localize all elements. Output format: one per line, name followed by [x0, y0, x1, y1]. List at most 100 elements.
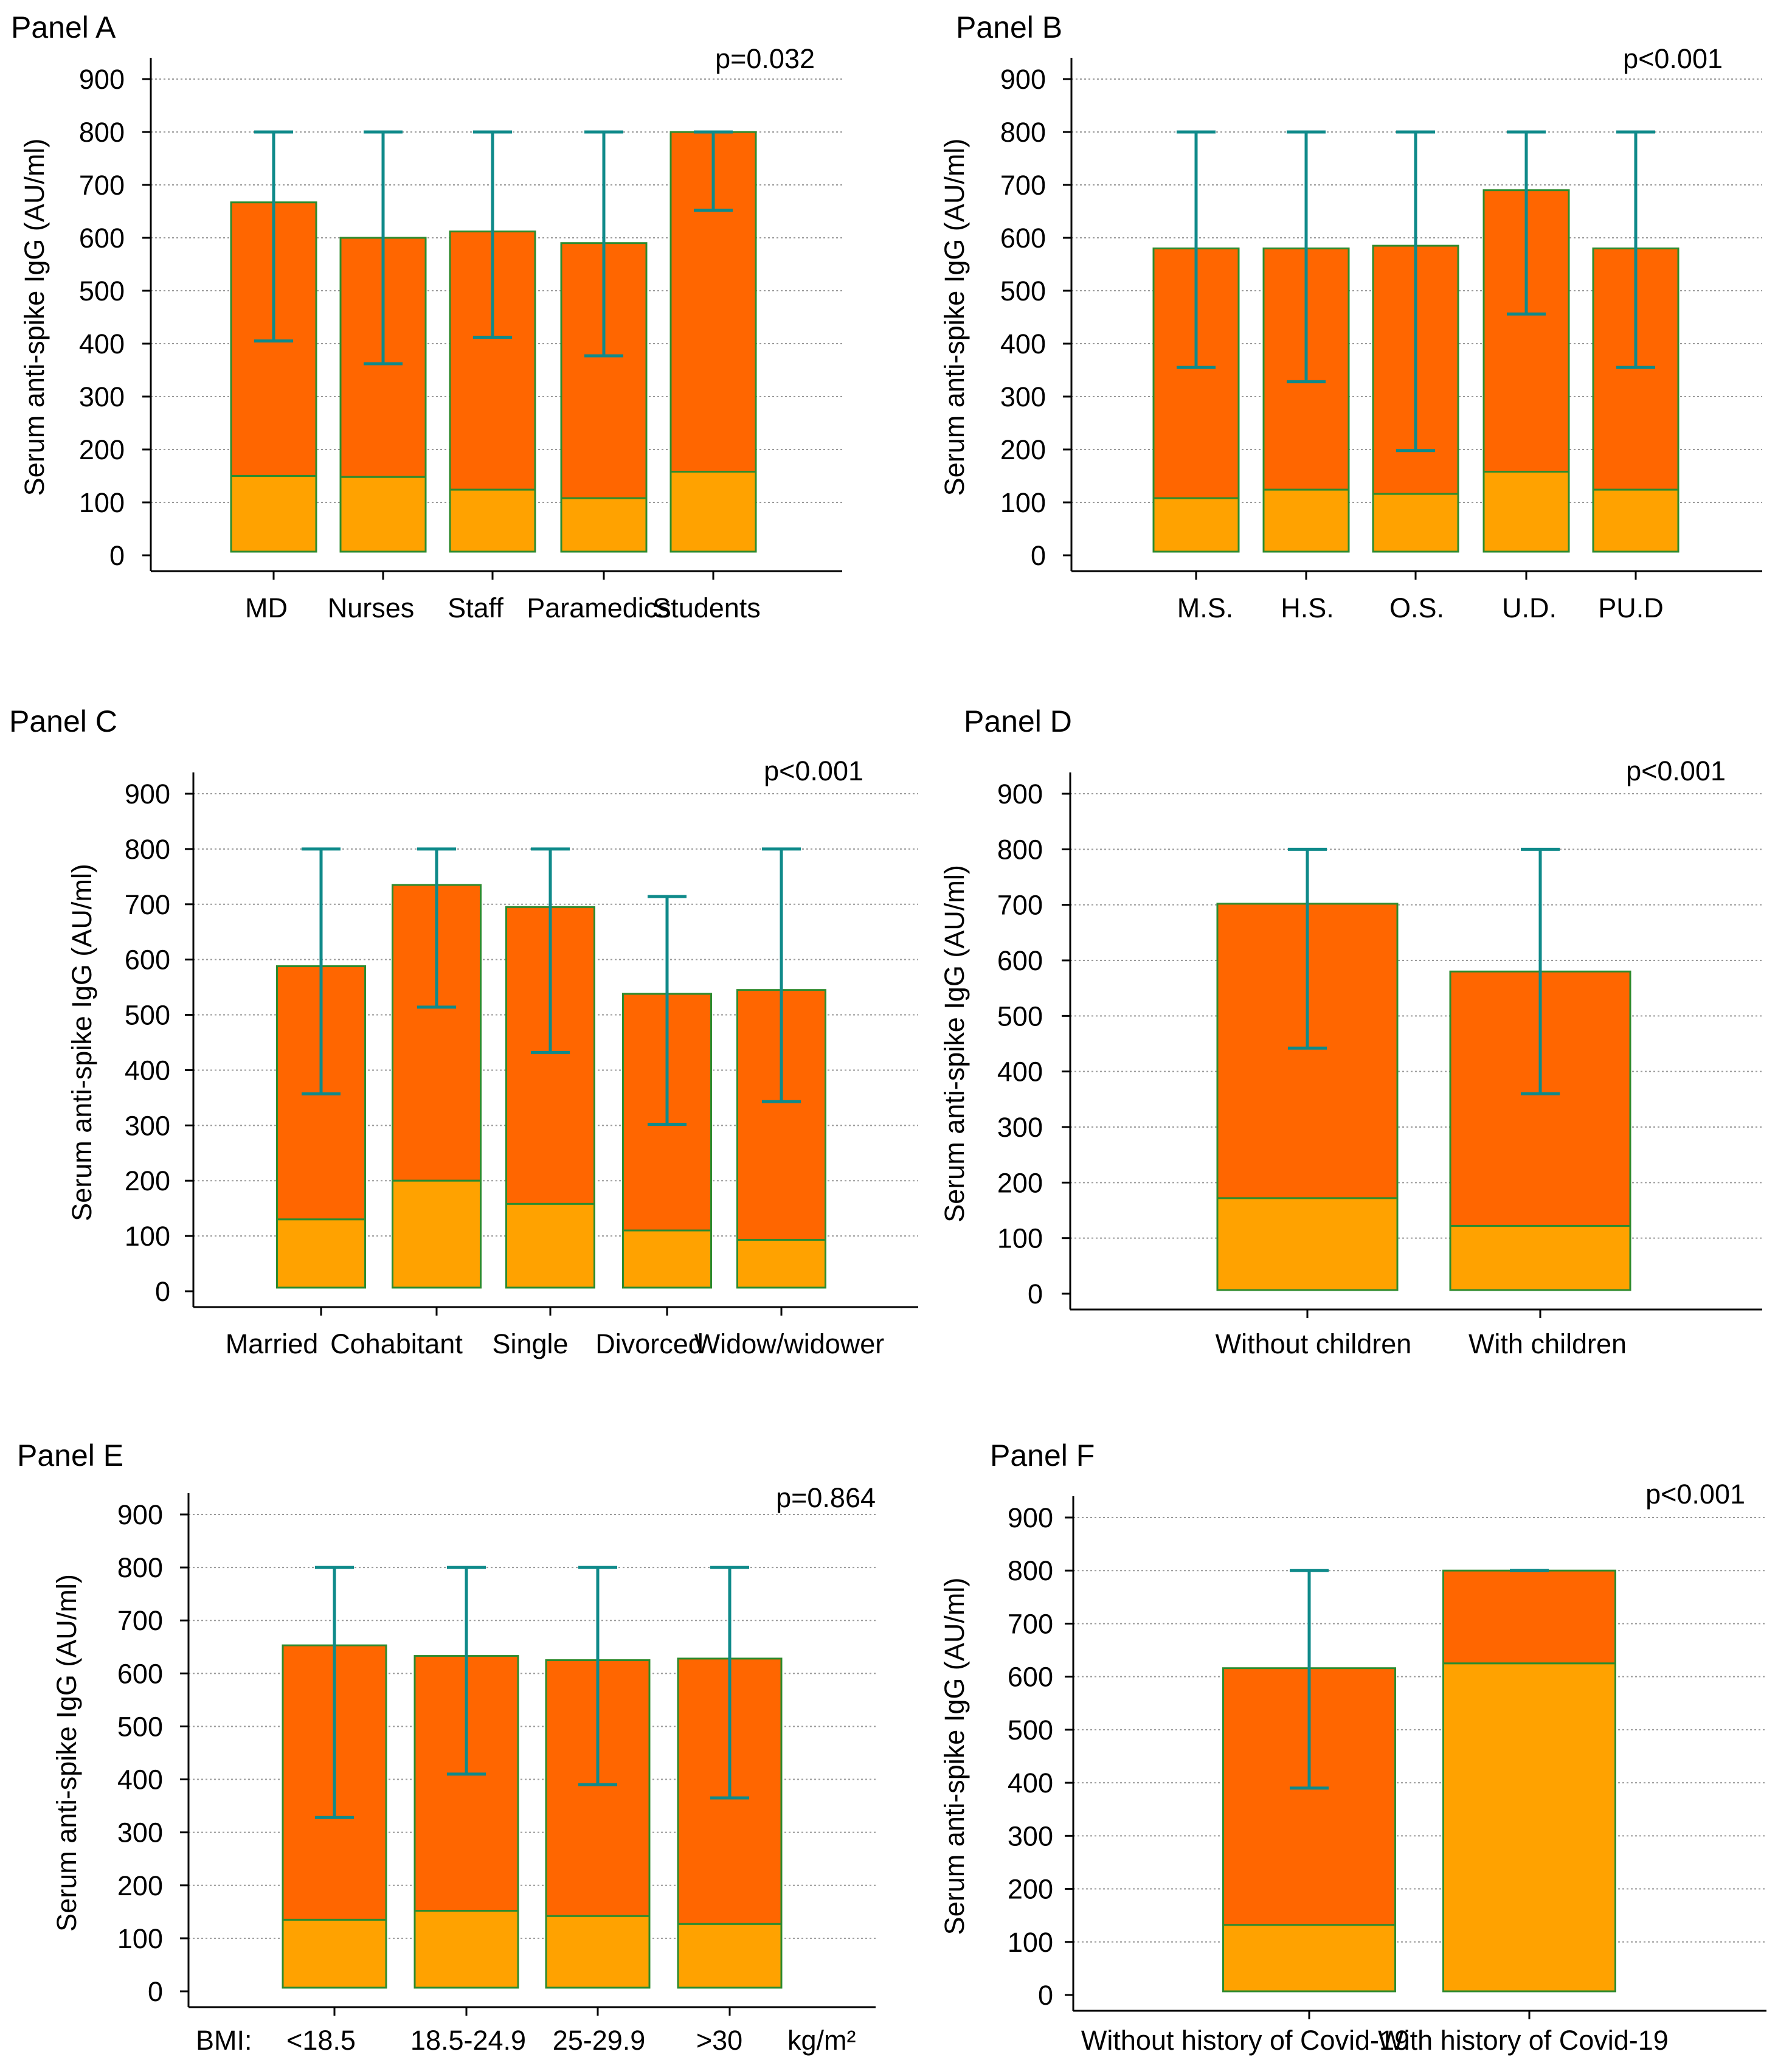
bar-lower: [560, 497, 648, 553]
y-tick-label: 0: [1031, 540, 1046, 571]
x-category-label: MD: [245, 592, 288, 623]
y-tick-label: 900: [1000, 64, 1046, 95]
x-category-label: Cohabitant: [330, 1328, 463, 1359]
y-tick-label: 800: [1008, 1555, 1053, 1586]
y-tick-label: 600: [79, 223, 125, 254]
y-tick-label: 300: [1008, 1820, 1053, 1851]
panel-label: Panel E: [17, 1438, 123, 1473]
y-tick-label: 200: [1008, 1874, 1053, 1905]
y-tick-label: 100: [1000, 487, 1046, 518]
bar-lower: [276, 1218, 366, 1289]
y-tick-label: 900: [117, 1499, 163, 1530]
x-category-label: O.S.: [1389, 592, 1444, 623]
x-category-label: <18.5: [286, 2025, 356, 2056]
y-tick-label: 200: [79, 434, 125, 465]
p-value: p<0.001: [1626, 755, 1726, 786]
bar-lower: [736, 1238, 826, 1289]
x-category-label: Single: [492, 1328, 568, 1359]
y-tick-label: 500: [125, 1000, 170, 1031]
y-tick-label: 100: [79, 487, 125, 518]
y-tick-label: 200: [997, 1167, 1043, 1198]
y-tick-label: 300: [997, 1112, 1043, 1143]
y-tick-label: 900: [79, 64, 125, 95]
bar-lower: [505, 1202, 595, 1289]
y-tick-label: 300: [1000, 381, 1046, 412]
x-category-label: U.D.: [1502, 592, 1557, 623]
bar-lower: [1372, 493, 1459, 553]
bar-lower: [230, 475, 317, 553]
x-category-label: With history of Covid-19: [1378, 2025, 1669, 2056]
y-tick-label: 900: [997, 779, 1043, 810]
x-category-label: With children: [1469, 1328, 1627, 1359]
x-category-label: Without children: [1216, 1328, 1412, 1359]
x-category-label: M.S.: [1177, 592, 1234, 623]
x-category-label: H.S.: [1281, 592, 1334, 623]
panel-label: Panel F: [990, 1438, 1095, 1473]
y-tick-label: 700: [1000, 170, 1046, 201]
x-category-label: 25-29.9: [553, 2025, 646, 2056]
x-category-label: Widow/widower: [694, 1328, 885, 1359]
bar-lower: [339, 476, 427, 553]
p-value: p<0.001: [1623, 43, 1723, 74]
y-tick-label: 800: [997, 834, 1043, 865]
x-category-label: >30: [696, 2025, 742, 2056]
y-tick-label: 700: [79, 170, 125, 201]
bar-lower: [392, 1179, 482, 1289]
bar-upper: [1442, 1569, 1616, 1665]
y-tick-label: 100: [1008, 1927, 1053, 1958]
y-tick-label: 600: [997, 945, 1043, 976]
y-tick-label: 500: [117, 1711, 163, 1742]
y-tick-label: 0: [148, 1976, 163, 2007]
y-tick-label: 600: [1000, 223, 1046, 254]
bar-lower: [413, 1910, 519, 1989]
y-tick-label: 100: [125, 1221, 170, 1252]
bar-lower: [1262, 488, 1350, 553]
y-tick-label: 700: [117, 1605, 163, 1636]
panel-b: Panel B p<0.001 0 100 200 300 400 500 600 700 800 9…: [939, 10, 1762, 623]
bar-lower: [1442, 1662, 1616, 1993]
bar-lower: [282, 1918, 387, 1989]
bar-upper: [505, 906, 595, 1205]
panel-f: Panel F p<0.001 0 100 200 300 400 500 600 700 800 9…: [939, 1438, 1766, 2056]
y-tick-label: 600: [125, 945, 170, 976]
y-axis-label: Serum anti-spike IgG (AU/ml): [939, 1578, 970, 1935]
y-tick-label: 800: [125, 834, 170, 865]
y-tick-label: 400: [125, 1055, 170, 1086]
x-category-label: Paramedics: [527, 592, 671, 623]
panel-e: Panel E p=0.864 0 100 200 300 400 500 600 700 800 9…: [17, 1438, 876, 2056]
y-tick-label: 0: [1028, 1278, 1043, 1310]
panel-c: Panel C p<0.001 0 100 200 300 400 500 600 700 800 9…: [9, 704, 918, 1359]
bar-lower: [545, 1915, 651, 1989]
y-tick-label: 200: [125, 1165, 170, 1196]
bar-lower: [622, 1229, 712, 1289]
p-value: p<0.001: [764, 755, 863, 786]
y-tick-label: 300: [79, 381, 125, 412]
x-category-label: Divorced: [595, 1328, 704, 1359]
y-tick-label: 500: [1008, 1715, 1053, 1746]
panel-a: Panel A p=0.032 0 100 200 300 400 500 600 700 800 9…: [11, 10, 842, 623]
y-axis-label: Serum anti-spike IgG (AU/ml): [939, 139, 970, 496]
y-tick-label: 300: [117, 1817, 163, 1848]
panel-label: Panel D: [964, 704, 1072, 738]
x-category-label: Without history of Covid-19: [1081, 2025, 1410, 2056]
y-tick-label: 800: [1000, 117, 1046, 148]
y-tick-label: 400: [79, 328, 125, 359]
y-axis-label: Serum anti-spike IgG (AU/ml): [66, 864, 97, 1221]
y-tick-label: 700: [997, 890, 1043, 921]
panel-label: Panel B: [956, 10, 1062, 44]
y-tick-label: 200: [117, 1870, 163, 1901]
y-tick-label: 700: [125, 889, 170, 920]
p-value: p<0.001: [1645, 1479, 1745, 1510]
y-tick-label: 900: [125, 779, 170, 810]
bar-lower: [1216, 1197, 1399, 1291]
bar-lower: [669, 471, 757, 553]
y-tick-label: 500: [79, 276, 125, 307]
bar-lower: [1592, 488, 1680, 553]
panel-d: Panel D p<0.001 0 100 200 300 400 500 600 700 800 9…: [939, 704, 1762, 1359]
bar-lower: [1222, 1924, 1396, 1993]
y-axis-label: Serum anti-spike IgG (AU/ml): [51, 1574, 82, 1932]
y-tick-label: 400: [997, 1056, 1043, 1088]
y-tick-label: 100: [997, 1223, 1043, 1254]
x-unit-label: kg/m²: [787, 2025, 856, 2056]
